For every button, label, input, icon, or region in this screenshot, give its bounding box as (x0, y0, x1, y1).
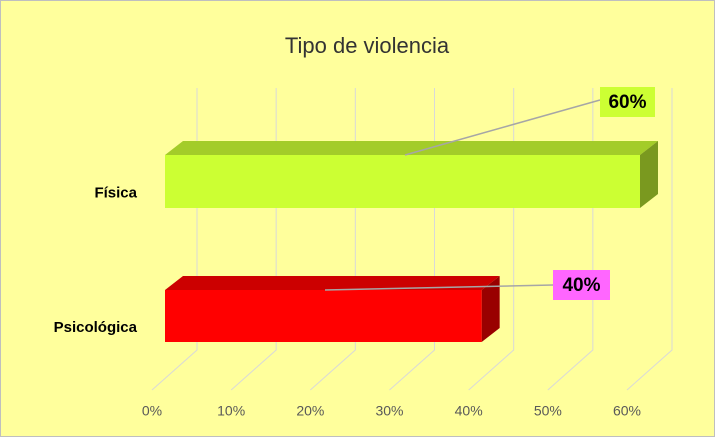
x-tick-label: 50% (534, 403, 562, 419)
x-tick-label: 0% (142, 403, 162, 419)
data-label-box (600, 87, 655, 117)
bar (165, 290, 482, 342)
bar-top (165, 141, 658, 155)
x-tick-label: 30% (375, 403, 403, 419)
leader-line (324, 284, 554, 291)
y-tick-label: Psicológica (54, 319, 138, 336)
y-tick-label: Física (94, 184, 137, 201)
data-label: 60% (608, 92, 646, 113)
bar-side (640, 141, 658, 208)
x-tick-label: 60% (613, 403, 641, 419)
x-tick-label: 10% (217, 403, 245, 419)
bar-side (481, 276, 500, 342)
grid-line (626, 88, 673, 391)
data-label: 40% (562, 275, 600, 296)
leader-line (404, 99, 601, 156)
chart-title: Tipo de violencia (285, 33, 450, 58)
bar (165, 155, 640, 208)
data-label-box (553, 270, 610, 300)
x-tick-label: 20% (296, 403, 324, 419)
bar-top (165, 276, 500, 290)
x-tick-label: 40% (455, 403, 483, 419)
